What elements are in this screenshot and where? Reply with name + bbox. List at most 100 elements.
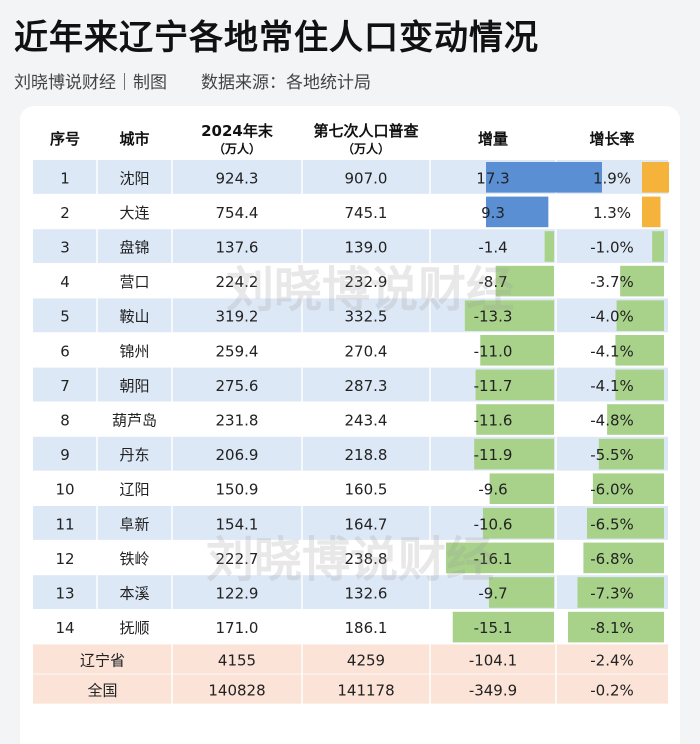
table-row-bg bbox=[33, 263, 668, 299]
table-row-bg bbox=[33, 575, 668, 610]
cell-census7: 238.8 bbox=[345, 550, 388, 568]
change-bar bbox=[544, 231, 554, 262]
change-bar bbox=[452, 611, 554, 643]
cell-pop2024: 231.8 bbox=[216, 412, 259, 430]
cell-rate: -6.0% bbox=[590, 481, 634, 499]
cell-rate: -3.7% bbox=[590, 273, 634, 291]
cell-rank: 12 bbox=[55, 550, 74, 568]
total-label: 辽宁省 bbox=[80, 651, 125, 669]
cell-change: -9.7 bbox=[478, 585, 507, 603]
header-census7-unit: （万人） bbox=[342, 141, 390, 156]
change-bar bbox=[464, 300, 554, 331]
cell-census7: 218.8 bbox=[345, 446, 388, 464]
cell-rate: -4.1% bbox=[590, 377, 634, 395]
rate-bar bbox=[607, 404, 664, 435]
cell-pop2024: 319.2 bbox=[216, 308, 259, 326]
cell-rank: 6 bbox=[60, 342, 70, 360]
rate-bar bbox=[583, 542, 664, 574]
cell-rank: 3 bbox=[60, 239, 70, 257]
table-row-bg bbox=[33, 436, 668, 472]
rate-bar bbox=[598, 438, 664, 470]
header-rate: 增长率 bbox=[589, 130, 634, 148]
cell-rate: -6.5% bbox=[590, 515, 634, 533]
cell-change: -9.6 bbox=[478, 481, 507, 499]
total-rate: -0.2% bbox=[590, 681, 634, 699]
table-row-bg bbox=[33, 298, 668, 333]
cell-pop2024: 924.3 bbox=[216, 169, 259, 187]
change-bar bbox=[475, 369, 554, 401]
rate-bar bbox=[577, 577, 664, 608]
change-bar bbox=[488, 577, 554, 608]
page-title: 近年来辽宁各地常住人口变动情况 bbox=[14, 18, 539, 58]
change-bar bbox=[474, 438, 554, 470]
cell-census7: 287.3 bbox=[345, 377, 388, 395]
change-bar bbox=[486, 162, 602, 193]
cell-rate: -1.0% bbox=[590, 239, 634, 257]
rate-bar bbox=[642, 196, 661, 228]
watermark-bottom: 刘晓博说财经 bbox=[206, 532, 494, 588]
cell-city: 阜新 bbox=[119, 515, 149, 533]
cell-city: 辽阳 bbox=[119, 481, 149, 499]
change-bar bbox=[446, 542, 554, 574]
rate-bar bbox=[652, 231, 664, 262]
cell-pop2024: 224.2 bbox=[216, 273, 259, 291]
cell-city: 鞍山 bbox=[119, 308, 149, 326]
cell-city: 沈阳 bbox=[119, 169, 149, 187]
table-row-bg bbox=[33, 229, 668, 264]
total-pop2024: 4155 bbox=[218, 651, 256, 669]
cell-rank: 8 bbox=[60, 412, 70, 430]
cell-change: 9.3 bbox=[481, 204, 505, 222]
table-row-bg bbox=[33, 367, 668, 403]
cell-census7: 164.7 bbox=[345, 515, 388, 533]
table-row-bg bbox=[33, 609, 668, 645]
cell-census7: 270.4 bbox=[345, 342, 388, 360]
total-census7: 141178 bbox=[337, 681, 394, 699]
cell-pop2024: 275.6 bbox=[216, 377, 259, 395]
rate-bar bbox=[615, 335, 664, 366]
rate-bar bbox=[620, 265, 664, 297]
cell-change: 17.3 bbox=[476, 169, 509, 187]
cell-rate: 1.9% bbox=[593, 169, 631, 187]
cell-pop2024: 171.0 bbox=[216, 619, 259, 637]
cell-change: -11.0 bbox=[474, 342, 513, 360]
total-change: -349.9 bbox=[469, 681, 517, 699]
cell-rank: 14 bbox=[55, 619, 74, 637]
total-row-bg bbox=[33, 644, 668, 675]
rate-bar bbox=[568, 611, 664, 643]
cell-rate: -7.3% bbox=[590, 585, 634, 603]
total-change: -104.1 bbox=[469, 651, 517, 669]
cell-city: 丹东 bbox=[119, 446, 149, 464]
header-pop2024: 2024年末 bbox=[201, 122, 274, 140]
cell-census7: 139.0 bbox=[345, 239, 388, 257]
cell-city: 本溪 bbox=[119, 585, 149, 603]
cell-rate: -6.8% bbox=[590, 550, 634, 568]
total-rate: -2.4% bbox=[590, 651, 634, 669]
header-pop2024-unit: （万人） bbox=[213, 141, 261, 156]
cell-rank: 10 bbox=[55, 481, 74, 499]
cell-rank: 5 bbox=[60, 308, 70, 326]
table-row-bg bbox=[33, 506, 668, 541]
cell-rank: 11 bbox=[55, 515, 74, 533]
watermark-top: 刘晓博说财经 bbox=[226, 262, 514, 318]
cell-rate: -5.5% bbox=[590, 446, 634, 464]
table-row-bg bbox=[33, 471, 668, 506]
cell-pop2024: 137.6 bbox=[216, 239, 259, 257]
cell-rate: 1.3% bbox=[593, 204, 631, 222]
cell-city: 大连 bbox=[119, 204, 149, 222]
cell-census7: 907.0 bbox=[345, 169, 388, 187]
cell-rate: -8.1% bbox=[590, 619, 634, 637]
cell-census7: 332.5 bbox=[345, 308, 388, 326]
change-bar bbox=[486, 196, 549, 228]
cell-rank: 4 bbox=[60, 273, 70, 291]
cell-census7: 186.1 bbox=[345, 619, 388, 637]
cell-change: -10.6 bbox=[474, 515, 513, 533]
change-bar bbox=[495, 265, 554, 297]
header-city: 城市 bbox=[119, 130, 149, 148]
cell-rank: 1 bbox=[60, 169, 70, 187]
cell-rate: -4.1% bbox=[590, 342, 634, 360]
cell-census7: 745.1 bbox=[345, 204, 388, 222]
cell-city: 朝阳 bbox=[119, 377, 149, 395]
cell-rank: 7 bbox=[60, 377, 70, 395]
cell-change: -11.9 bbox=[474, 446, 513, 464]
